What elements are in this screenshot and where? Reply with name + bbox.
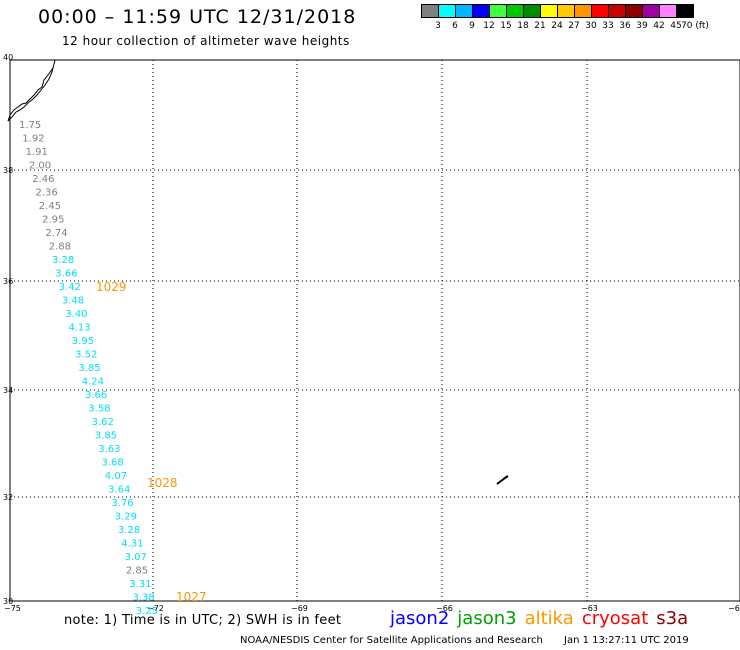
legend-label: 24 (551, 21, 563, 31)
graticule (10, 60, 740, 601)
bermuda-island (496, 475, 509, 485)
swh-reading: 4.13 (69, 323, 91, 334)
swh-reading: 1.75 (19, 120, 41, 131)
lat-tick-label: 34 (3, 386, 13, 395)
legend-label: 39 (636, 21, 648, 31)
satellite-label: altika (524, 608, 574, 629)
lon-tick-label: −63 (581, 604, 598, 613)
legend-label: 18 (517, 21, 529, 31)
swh-reading: 3.58 (88, 404, 110, 415)
legend-label: 45 (670, 21, 682, 31)
swh-reading: 3.25 (136, 606, 158, 617)
pass-time-label: 1027 (176, 590, 207, 604)
legend-label: 27 (568, 21, 580, 31)
swh-reading: 3.40 (65, 309, 87, 320)
swh-reading: 1.92 (22, 134, 44, 145)
lon-tick-label: −66 (436, 604, 453, 613)
swh-reading: 2.85 (126, 566, 148, 577)
satellite-label: s3a (656, 608, 689, 629)
pass-time-labels: 1029 1028 1027 (96, 280, 207, 604)
satellite-label: cryosat (581, 608, 649, 629)
satellite-label: jason2 (390, 608, 450, 629)
swh-reading: 3.48 (62, 296, 84, 307)
lon-tick-label: −75 (4, 604, 21, 613)
swh-reading: 3.62 (92, 417, 114, 428)
legend-label: 30 (585, 21, 597, 31)
swh-reading: 3.28 (118, 525, 140, 536)
legend-label: 70 (ft) (681, 21, 709, 31)
satellite-legend: jason2 jason3 altika cryosat s3a (390, 608, 696, 629)
swh-reading: 3.28 (52, 255, 74, 266)
swh-reading: 2.95 (42, 215, 64, 226)
pass-time-label: 1028 (147, 476, 178, 490)
swh-reading: 2.45 (39, 201, 61, 212)
legend-label: 33 (602, 21, 614, 31)
lon-tick-label: −72 (147, 604, 164, 613)
legend-label: 42 (653, 21, 665, 31)
credit-text: NOAA/NESDIS Center for Satellite Applica… (240, 635, 543, 646)
swh-readings: 1.75 1.92 1.91 2.00 2.46 2.36 2.45 2.95 2.74 2.88… (19, 120, 158, 617)
swh-reading: 2.88 (49, 242, 71, 253)
lat-tick-label: 30 (3, 597, 13, 606)
coastline (7, 59, 56, 122)
swh-reading: 3.42 (59, 282, 81, 293)
legend-label: 21 (534, 21, 546, 31)
credit-line: NOAA/NESDIS Center for Satellite Applica… (240, 635, 689, 646)
footnote: note: 1) Time is in UTC; 2) SWH is in fe… (64, 613, 342, 628)
legend-swatch (676, 4, 694, 18)
swh-reading: 3.29 (115, 512, 137, 523)
swh-reading: 3.52 (75, 350, 97, 361)
swh-reading: 3.85 (78, 363, 100, 374)
swh-reading: 3.07 (125, 552, 147, 563)
map-subtitle: 12 hour collection of altimeter wave hei… (62, 34, 350, 48)
generated-time: Jan 1 13:27:11 UTC 2019 (564, 635, 689, 646)
pass-time-label: 1029 (96, 280, 127, 294)
swh-reading: 3.63 (98, 444, 120, 455)
legend-label: 6 (452, 21, 458, 31)
swh-reading: 1.91 (26, 147, 48, 158)
legend-label: 36 (619, 21, 631, 31)
map-title: 00:00 – 11:59 UTC 12/31/2018 (38, 6, 357, 28)
swh-reading: 2.00 (29, 161, 51, 172)
swh-reading: 3.76 (111, 498, 133, 509)
lon-tick-label: −69 (291, 604, 308, 613)
swh-reading: 3.64 (108, 485, 130, 496)
swh-reading: 3.85 (95, 431, 117, 442)
legend-label: 12 (483, 21, 495, 31)
swh-reading: 3.66 (55, 269, 77, 280)
swh-reading: 4.31 (121, 539, 143, 550)
legend-label: 9 (469, 21, 475, 31)
lat-tick-label: 38 (3, 166, 13, 175)
swh-reading: 4.07 (105, 471, 127, 482)
swh-reading: 3.66 (85, 390, 107, 401)
swh-reading: 2.46 (32, 174, 54, 185)
legend-label: 3 (435, 21, 441, 31)
swh-reading: 3.31 (129, 579, 151, 590)
swh-reading: 2.74 (45, 228, 67, 239)
swh-reading: 3.38 (133, 593, 155, 604)
lat-tick-label: 40 (3, 53, 13, 62)
lat-tick-label: 36 (3, 277, 13, 286)
color-legend (421, 4, 694, 18)
swh-reading: 3.95 (72, 336, 94, 347)
swh-reading: 3.68 (102, 458, 124, 469)
axis-ticks: 40 38 36 34 32 30−75 −72 −69 −66 −63 −60 (3, 53, 740, 613)
legend-label: 15 (500, 21, 512, 31)
satellite-label: jason3 (457, 608, 517, 629)
map-frame (9, 59, 740, 602)
swh-reading: 2.36 (36, 188, 58, 199)
lon-tick-label: −60 (728, 604, 740, 613)
swh-reading: 4.24 (82, 377, 104, 388)
lat-tick-label: 32 (3, 493, 13, 502)
